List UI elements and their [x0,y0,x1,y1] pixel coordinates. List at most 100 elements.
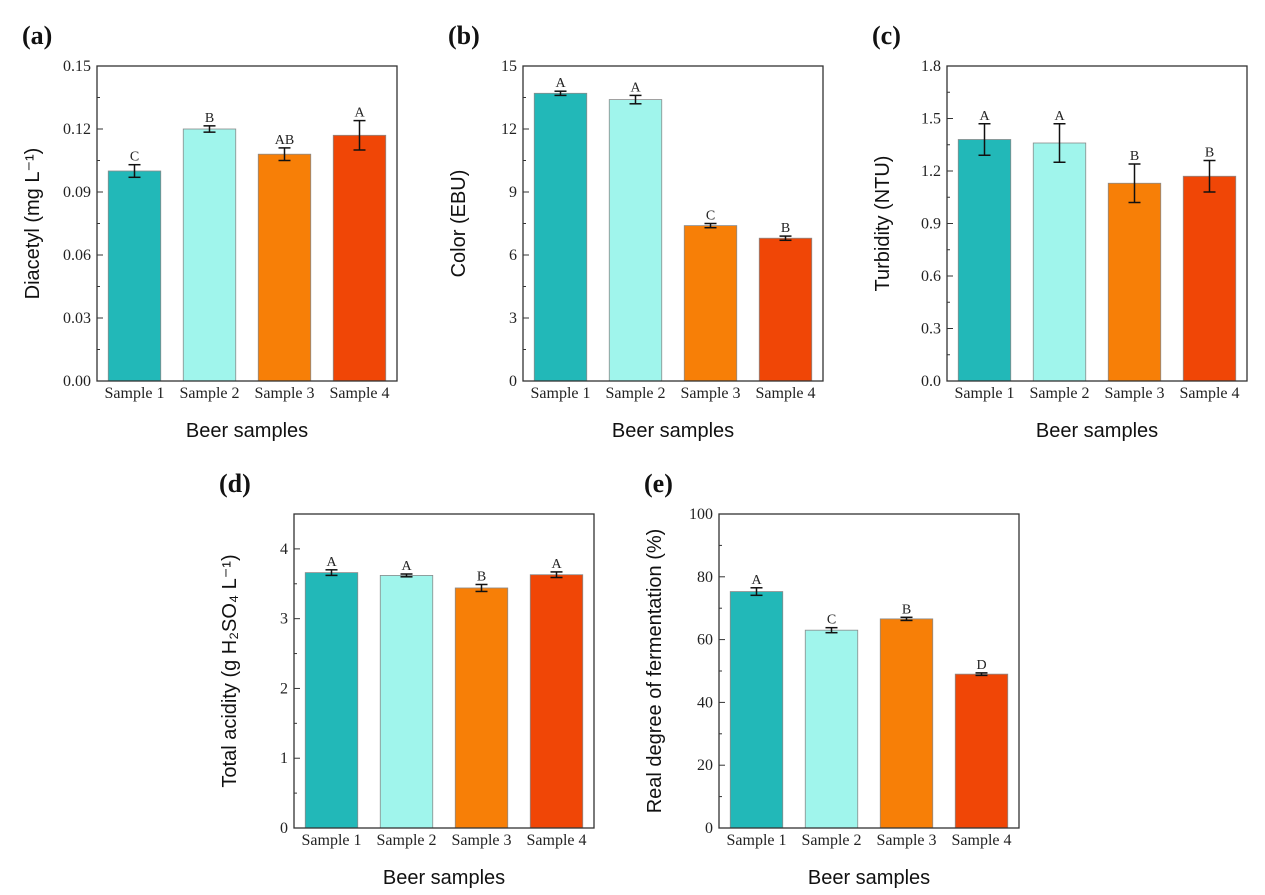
y-tick-label: 0 [705,820,713,837]
x-axis-title: Beer samples [1036,420,1158,442]
x-tick-label: Sample 2 [377,832,437,849]
y-tick-label: 20 [697,757,713,774]
x-tick-label: Sample 2 [1030,385,1090,402]
significance-letter: A [630,80,641,95]
bar [1032,142,1087,382]
bar [533,92,588,382]
bar [379,575,434,829]
significance-letter: A [354,106,365,121]
significance-letter: C [706,209,715,224]
bar [107,170,162,382]
panel-label: (d) [219,469,251,498]
bar [957,139,1012,382]
x-tick-label: Sample 1 [531,385,591,402]
panel-d: (d) A Sample 1 A Sample 2 B Sample 3 A Sample 4 0… [219,469,595,889]
panel-label: (b) [448,21,480,50]
y-tick-label: 0 [280,820,288,837]
bar [257,153,312,382]
panel-label: (a) [22,21,52,50]
y-tick-label: 1.8 [921,58,941,75]
x-tick-label: Sample 3 [255,385,315,402]
y-axis-title: Turbidity (NTU) [872,156,894,292]
y-tick-label: 15 [501,58,517,75]
x-tick-label: Sample 1 [302,832,362,849]
y-tick-label: 1 [280,750,288,767]
bar [529,574,584,829]
x-tick-label: Sample 2 [180,385,240,402]
y-tick-label: 9 [509,184,517,201]
significance-letter: B [477,569,486,584]
y-tick-label: 4 [280,541,288,558]
significance-letter: B [205,111,214,126]
panel-a: (a) C Sample 1 B Sample 2 AB Sample 3 A Sample 4… [22,21,398,442]
y-axis-title: Diacetyl (mg L⁻¹) [22,148,44,300]
x-axis-title: Beer samples [383,867,505,889]
y-tick-label: 80 [697,569,713,586]
significance-letter: B [781,221,790,236]
panel-c: (c) A Sample 1 A Sample 2 B Sample 3 B Sample 4 0… [872,21,1248,442]
significance-letter: C [130,150,139,165]
bar [804,629,859,829]
y-tick-label: 0.03 [63,310,91,327]
bar [954,673,1009,829]
bar [1107,182,1162,382]
panel-label: (e) [644,469,673,498]
bar [683,225,738,382]
x-tick-label: Sample 1 [105,385,165,402]
x-tick-label: Sample 4 [527,832,587,849]
bar [454,587,509,829]
significance-letter: A [979,109,990,124]
significance-letter: A [555,76,566,91]
panel-e: (e) A Sample 1 C Sample 2 B Sample 3 D Sample 4 0… [644,469,1020,889]
x-tick-label: Sample 3 [877,832,937,849]
x-tick-label: Sample 4 [756,385,816,402]
y-tick-label: 2 [280,680,288,697]
y-tick-label: 0.09 [63,184,91,201]
significance-letter: A [751,573,762,588]
significance-letter: B [902,602,911,617]
y-tick-label: 0 [509,373,517,390]
bar [304,572,359,829]
y-tick-label: 3 [509,310,517,327]
y-tick-label: 60 [697,632,713,649]
x-tick-label: Sample 3 [452,832,512,849]
y-tick-label: 0.9 [921,216,941,233]
x-tick-label: Sample 1 [955,385,1015,402]
y-axis-title: Total acidity (g H₂SO₄ L⁻¹) [219,554,241,787]
y-axis-title: Color (EBU) [448,170,470,278]
bar [758,237,813,382]
bar [608,99,663,382]
y-tick-label: 12 [501,121,517,138]
y-axis-title: Real degree of fermentation (%) [644,529,666,814]
y-tick-label: 0.00 [63,373,91,390]
x-tick-label: Sample 3 [1105,385,1165,402]
y-tick-label: 1.5 [921,111,941,128]
bar [1182,175,1237,382]
x-tick-label: Sample 4 [330,385,390,402]
y-tick-label: 100 [689,506,713,523]
y-tick-label: 1.2 [921,163,941,180]
significance-letter: A [551,557,562,572]
y-tick-label: 0.6 [921,268,941,285]
x-axis-title: Beer samples [808,867,930,889]
significance-letter: D [976,658,986,673]
y-tick-label: 6 [509,247,517,264]
significance-letter: A [401,559,412,574]
x-tick-label: Sample 2 [606,385,666,402]
x-tick-label: Sample 1 [727,832,787,849]
y-tick-label: 0.15 [63,58,91,75]
significance-letter: A [326,555,337,570]
y-tick-label: 0.06 [63,247,91,264]
bar [729,591,784,829]
significance-letter: B [1130,149,1139,164]
x-tick-label: Sample 4 [1180,385,1240,402]
y-tick-label: 0.0 [921,373,941,390]
significance-letter: C [827,613,836,628]
bar [332,134,387,382]
y-tick-label: 40 [697,694,713,711]
panel-label: (c) [872,21,901,50]
panel-b: (b) A Sample 1 A Sample 2 C Sample 3 B Sample 4 0… [448,21,824,442]
x-tick-label: Sample 2 [802,832,862,849]
y-tick-label: 0.3 [921,321,941,338]
